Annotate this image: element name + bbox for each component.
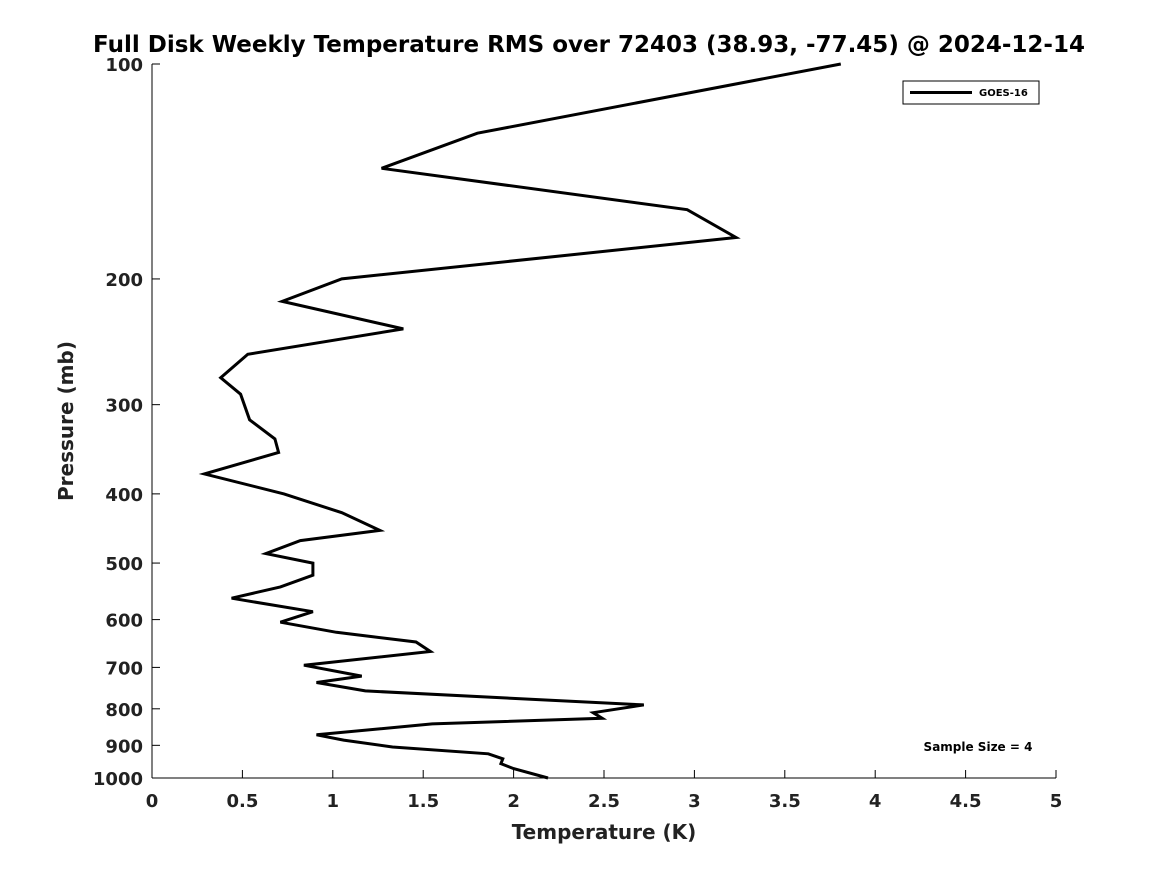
sample-size-annotation: Sample Size = 4 <box>924 740 1033 754</box>
x-axis: 0 0.5 1 1.5 2 2.5 3 3.5 4 4.5 5 <box>146 770 1063 812</box>
y-tick-label: 300 <box>105 396 143 417</box>
legend-label-goes-16: GOES-16 <box>979 88 1028 99</box>
legend: GOES-16 <box>902 80 1040 105</box>
x-tick-label: 3.5 <box>769 791 801 812</box>
y-tick-label: 600 <box>105 611 143 632</box>
x-tick-label: 2 <box>507 791 520 812</box>
x-tick-label: 5 <box>1050 791 1063 812</box>
x-tick-label: 0 <box>146 791 159 812</box>
y-tick-label: 800 <box>105 700 143 721</box>
x-axis-label: Temperature (K) <box>512 820 697 844</box>
y-tick-label: 700 <box>105 658 143 679</box>
x-tick-label: 0.5 <box>226 791 258 812</box>
series-layer <box>198 62 842 780</box>
plot-area <box>151 64 1056 779</box>
y-tick-label: 900 <box>105 736 143 757</box>
chart-title: Full Disk Weekly Temperature RMS over 72… <box>93 32 1085 58</box>
y-axis-label: Pressure (mb) <box>54 341 78 501</box>
x-tick-label: 3 <box>688 791 701 812</box>
y-tick-label: 100 <box>105 55 143 76</box>
x-tick-label: 1.5 <box>407 791 439 812</box>
series-line-0 <box>198 62 842 780</box>
x-tick-label: 2.5 <box>588 791 620 812</box>
y-tick-label: 500 <box>105 554 143 575</box>
y-tick-label: 400 <box>105 485 143 506</box>
y-tick-label: 200 <box>105 270 143 291</box>
x-tick-label: 4 <box>869 791 882 812</box>
y-tick-label: 1000 <box>93 769 143 790</box>
x-tick-label: 1 <box>327 791 340 812</box>
x-tick-label: 4.5 <box>950 791 982 812</box>
y-axis: 100 200 300 400 500 600 700 800 900 1000 <box>93 55 160 790</box>
